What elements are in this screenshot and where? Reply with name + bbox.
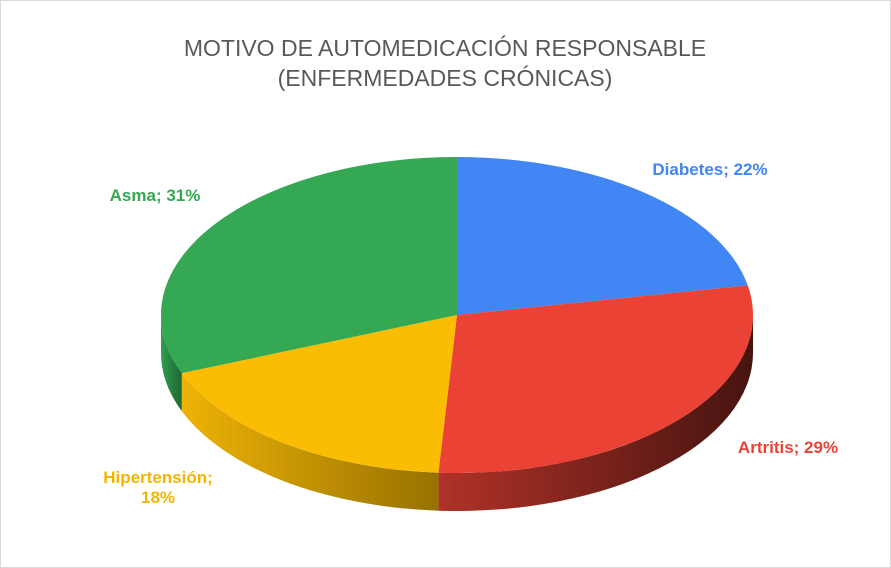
- data-label: Diabetes; 22%: [652, 160, 768, 179]
- pie-slice: [438, 285, 753, 473]
- pie-slice: [457, 157, 748, 315]
- pie-slice-side: [181, 373, 439, 511]
- data-label: Asma; 31%: [109, 186, 201, 205]
- data-label: Artritis; 29%: [737, 438, 839, 457]
- pie-slice-side: [438, 315, 754, 511]
- pie-slice-side: [161, 315, 182, 412]
- data-label: Hipertensión; 18%: [103, 468, 213, 507]
- pie-slice: [161, 157, 458, 374]
- chart-title: MOTIVO DE AUTOMEDICACIÓN RESPONSABLE: [184, 35, 706, 61]
- chart-title: (ENFERMEDADES CRÓNICAS): [278, 65, 613, 91]
- pie-slice: [181, 315, 457, 473]
